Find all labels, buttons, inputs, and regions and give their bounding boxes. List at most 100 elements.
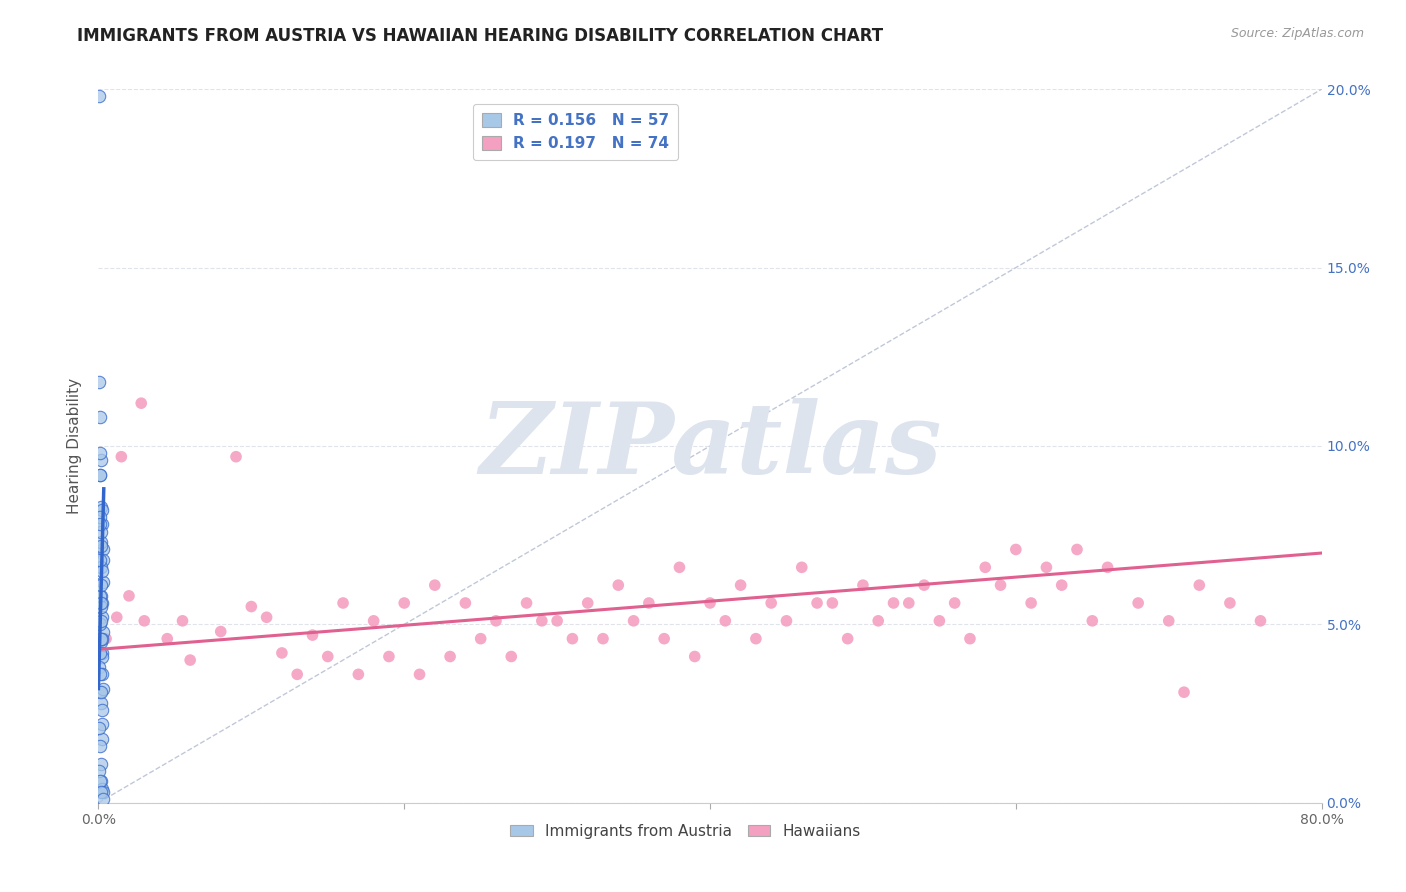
Point bbox=[332, 596, 354, 610]
Point bbox=[90, 774, 112, 789]
Point bbox=[530, 614, 553, 628]
Point bbox=[943, 596, 966, 610]
Point bbox=[761, 596, 783, 610]
Point bbox=[714, 614, 737, 628]
Point bbox=[868, 614, 890, 628]
Point bbox=[790, 560, 813, 574]
Point bbox=[91, 792, 114, 806]
Point bbox=[225, 450, 247, 464]
Point bbox=[90, 453, 112, 467]
Point bbox=[209, 624, 232, 639]
Point bbox=[89, 764, 111, 778]
Point bbox=[94, 632, 117, 646]
Point bbox=[439, 649, 461, 664]
Point bbox=[347, 667, 370, 681]
Point bbox=[89, 685, 111, 699]
Point bbox=[90, 578, 112, 592]
Point bbox=[408, 667, 430, 681]
Point bbox=[668, 560, 690, 574]
Point bbox=[91, 667, 114, 681]
Point bbox=[1004, 542, 1026, 557]
Point bbox=[156, 632, 179, 646]
Point bbox=[91, 624, 114, 639]
Text: ZIPatlas: ZIPatlas bbox=[479, 398, 941, 494]
Point bbox=[89, 589, 111, 603]
Point bbox=[129, 396, 152, 410]
Point bbox=[607, 578, 630, 592]
Point bbox=[883, 596, 905, 610]
Point bbox=[301, 628, 323, 642]
Point bbox=[90, 539, 112, 553]
Point bbox=[592, 632, 614, 646]
Point bbox=[974, 560, 997, 574]
Point bbox=[91, 632, 114, 646]
Point bbox=[576, 596, 599, 610]
Point bbox=[89, 553, 111, 567]
Point bbox=[652, 632, 675, 646]
Point bbox=[285, 667, 308, 681]
Point bbox=[516, 596, 538, 610]
Point bbox=[775, 614, 797, 628]
Point bbox=[912, 578, 935, 592]
Point bbox=[172, 614, 194, 628]
Point bbox=[837, 632, 859, 646]
Point bbox=[1188, 578, 1211, 592]
Point bbox=[89, 721, 111, 735]
Point bbox=[90, 696, 112, 710]
Point bbox=[821, 596, 844, 610]
Point bbox=[928, 614, 950, 628]
Point bbox=[990, 578, 1012, 592]
Point bbox=[90, 599, 112, 614]
Point bbox=[179, 653, 201, 667]
Point bbox=[1157, 614, 1180, 628]
Point bbox=[89, 89, 111, 103]
Point bbox=[90, 785, 112, 799]
Point bbox=[91, 564, 114, 578]
Point bbox=[623, 614, 645, 628]
Point bbox=[1019, 596, 1042, 610]
Point bbox=[89, 660, 111, 674]
Point bbox=[89, 510, 111, 524]
Point bbox=[90, 535, 112, 549]
Point bbox=[89, 375, 111, 389]
Point bbox=[91, 553, 114, 567]
Point bbox=[546, 614, 568, 628]
Point bbox=[1219, 596, 1241, 610]
Point bbox=[240, 599, 263, 614]
Point bbox=[91, 781, 114, 796]
Point bbox=[454, 596, 477, 610]
Point bbox=[90, 589, 112, 603]
Point bbox=[90, 517, 112, 532]
Point bbox=[1081, 614, 1104, 628]
Point bbox=[1128, 596, 1150, 610]
Point bbox=[91, 731, 114, 746]
Point bbox=[89, 646, 111, 660]
Point bbox=[256, 610, 278, 624]
Point bbox=[1035, 560, 1057, 574]
Point bbox=[89, 739, 111, 753]
Point bbox=[392, 596, 416, 610]
Text: Source: ZipAtlas.com: Source: ZipAtlas.com bbox=[1230, 27, 1364, 40]
Text: IMMIGRANTS FROM AUSTRIA VS HAWAIIAN HEARING DISABILITY CORRELATION CHART: IMMIGRANTS FROM AUSTRIA VS HAWAIIAN HEAR… bbox=[77, 27, 883, 45]
Point bbox=[89, 617, 111, 632]
Point bbox=[93, 574, 115, 589]
Point bbox=[1173, 685, 1195, 699]
Point bbox=[89, 446, 111, 460]
Point bbox=[90, 614, 112, 628]
Point bbox=[90, 756, 112, 771]
Point bbox=[745, 632, 768, 646]
Point bbox=[91, 646, 114, 660]
Point bbox=[378, 649, 401, 664]
Point bbox=[90, 560, 112, 574]
Point bbox=[1050, 578, 1073, 592]
Point bbox=[89, 667, 111, 681]
Point bbox=[852, 578, 875, 592]
Point bbox=[1097, 560, 1119, 574]
Point bbox=[730, 578, 752, 592]
Point bbox=[89, 467, 111, 482]
Point bbox=[89, 410, 111, 425]
Y-axis label: Hearing Disability: Hearing Disability bbox=[67, 378, 83, 514]
Point bbox=[316, 649, 339, 664]
Point bbox=[118, 589, 141, 603]
Point bbox=[959, 632, 981, 646]
